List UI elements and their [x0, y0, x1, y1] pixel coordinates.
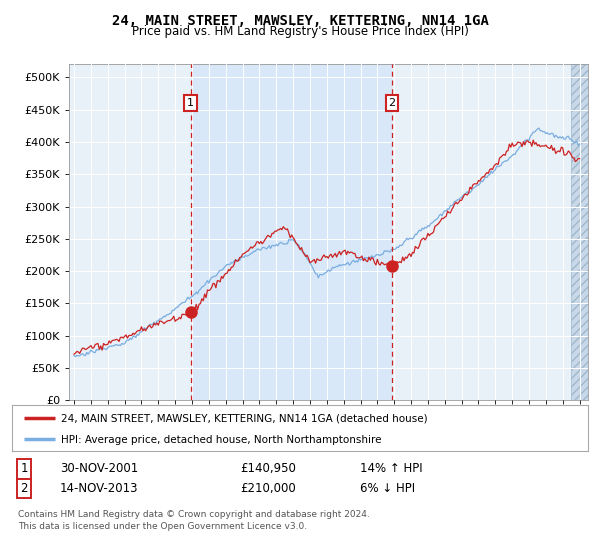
Text: 24, MAIN STREET, MAWSLEY, KETTERING, NN14 1GA: 24, MAIN STREET, MAWSLEY, KETTERING, NN1… — [112, 14, 488, 28]
Text: HPI: Average price, detached house, North Northamptonshire: HPI: Average price, detached house, Nort… — [61, 435, 382, 445]
Text: This data is licensed under the Open Government Licence v3.0.: This data is licensed under the Open Gov… — [18, 522, 307, 531]
Bar — [571, 64, 596, 400]
Text: 24, MAIN STREET, MAWSLEY, KETTERING, NN14 1GA (detached house): 24, MAIN STREET, MAWSLEY, KETTERING, NN1… — [61, 414, 428, 424]
Text: 14-NOV-2013: 14-NOV-2013 — [60, 482, 139, 495]
Text: 14% ↑ HPI: 14% ↑ HPI — [360, 462, 422, 475]
Bar — [191, 64, 392, 400]
Text: 2: 2 — [20, 482, 28, 495]
Text: Price paid vs. HM Land Registry's House Price Index (HPI): Price paid vs. HM Land Registry's House … — [131, 25, 469, 38]
Text: 1: 1 — [20, 462, 28, 475]
Text: 2: 2 — [388, 98, 395, 108]
Text: 30-NOV-2001: 30-NOV-2001 — [60, 462, 138, 475]
Text: 1: 1 — [187, 98, 194, 108]
Text: £140,950: £140,950 — [240, 462, 296, 475]
Text: Contains HM Land Registry data © Crown copyright and database right 2024.: Contains HM Land Registry data © Crown c… — [18, 510, 370, 519]
Text: 6% ↓ HPI: 6% ↓ HPI — [360, 482, 415, 495]
Text: £210,000: £210,000 — [240, 482, 296, 495]
